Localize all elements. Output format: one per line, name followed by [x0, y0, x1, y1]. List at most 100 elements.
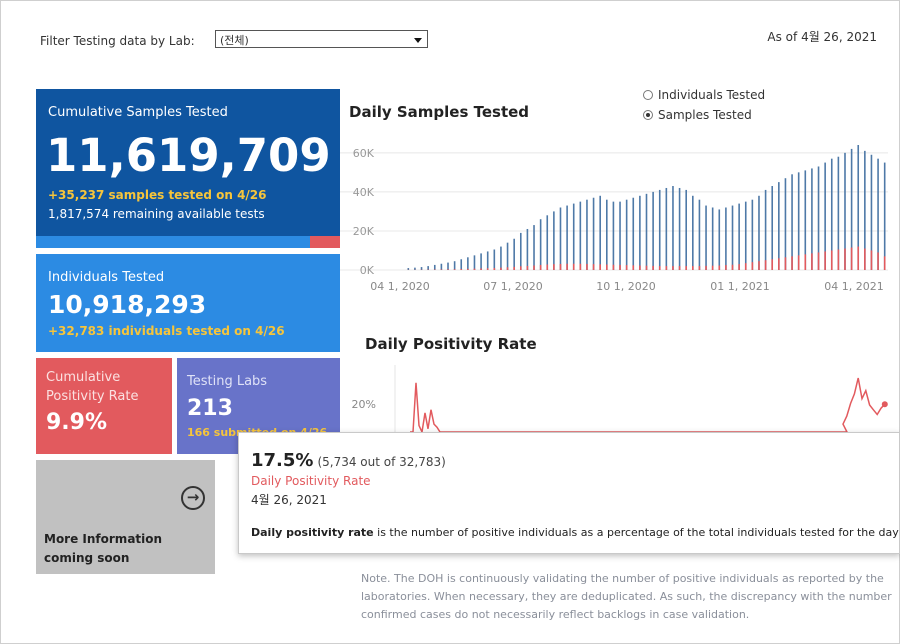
x-tick-label: 07 1, 2020	[483, 280, 542, 293]
samples-bar	[711, 207, 714, 270]
positive-bar	[447, 269, 449, 270]
positive-bar	[553, 264, 555, 270]
positive-bar	[692, 266, 694, 270]
tooltip-desc-bold: Daily positivity rate	[251, 526, 374, 539]
tooltip-count: (5,734 out of 32,783)	[317, 455, 446, 469]
radio-off-icon	[643, 90, 653, 100]
positive-bar	[824, 251, 826, 270]
highlight-point	[881, 401, 888, 408]
samples-bar	[692, 195, 694, 270]
positive-bar	[506, 267, 509, 270]
samples-bar	[725, 207, 727, 270]
positive-bar	[658, 266, 661, 270]
samples-bar	[804, 170, 807, 270]
more-info-line-1: More Information	[44, 532, 163, 546]
samples-bar	[486, 251, 489, 270]
card-line-2: 1,817,574 remaining available tests	[48, 207, 265, 221]
positive-bar	[685, 266, 687, 270]
samples-bar	[519, 232, 522, 270]
as-of-date: As of 4월 26, 2021	[767, 30, 877, 44]
card-value: 9.9%	[46, 410, 108, 435]
samples-bar	[744, 201, 747, 270]
positive-bar	[711, 265, 714, 270]
daily-positivity-chart[interactable]: 20%	[340, 360, 896, 435]
positive-bar	[751, 262, 754, 270]
samples-bar	[857, 145, 860, 270]
more-information-card[interactable]: → More Information coming soon	[36, 460, 215, 574]
positive-bar	[579, 263, 582, 270]
positive-bar	[500, 267, 502, 270]
tooltip-percentage: 17.5% (5,734 out of 32,783)	[251, 450, 446, 471]
individuals-tested-card[interactable]: Individuals Tested 10,918,293 +32,783 in…	[36, 254, 340, 352]
samples-bar	[420, 267, 423, 270]
samples-bar	[797, 172, 800, 270]
samples-bar	[672, 186, 674, 270]
samples-bar	[500, 246, 502, 270]
cumulative-samples-card[interactable]: Cumulative Samples Tested 11,619,709 +35…	[36, 89, 340, 248]
positive-bar	[744, 263, 747, 270]
samples-bar	[751, 199, 754, 270]
samples-bar	[579, 201, 582, 270]
y-tick-label: 20K	[353, 225, 375, 238]
samples-bar	[539, 219, 542, 270]
positive-bar	[850, 247, 853, 270]
samples-bar	[817, 166, 820, 270]
tooltip-pct-value: 17.5%	[251, 450, 314, 471]
positive-bar	[811, 253, 813, 270]
positive-bar	[725, 265, 727, 270]
positive-bar	[606, 264, 608, 270]
positive-bar	[678, 266, 681, 270]
daily-samples-title: Daily Samples Tested	[349, 103, 530, 121]
positive-bar	[844, 248, 846, 270]
tests-used-fill	[36, 236, 310, 248]
samples-bar	[758, 195, 760, 270]
positivity-rate-card[interactable]: Cumulative Positivity Rate 9.9%	[36, 358, 172, 454]
positive-bar	[460, 269, 463, 270]
positive-bar	[493, 268, 496, 270]
positive-bar	[599, 264, 601, 270]
samples-bar	[844, 152, 846, 270]
positive-bar	[758, 261, 760, 270]
samples-bar	[830, 158, 833, 270]
daily-samples-chart[interactable]: 60K 40K 20K 0K 04 1, 2020 07 1, 2020 10 1, 202…	[340, 140, 896, 300]
samples-bar	[850, 148, 853, 270]
positive-bar	[625, 265, 628, 270]
positive-bar	[817, 252, 820, 270]
card-value: 213	[187, 396, 233, 421]
card-title: Cumulative Samples Tested	[48, 105, 228, 120]
samples-bar	[427, 266, 429, 270]
samples-bar	[506, 242, 509, 270]
card-title: Testing Labs	[187, 374, 268, 389]
samples-bar	[526, 228, 529, 270]
samples-bar	[632, 197, 635, 270]
samples-bar	[513, 238, 515, 270]
positive-bar	[870, 250, 873, 270]
positive-bar	[486, 268, 489, 270]
samples-bar	[784, 178, 787, 270]
y-tick-label: 40K	[353, 186, 375, 199]
samples-bar	[599, 195, 601, 270]
samples-bar	[698, 199, 701, 270]
positive-bar	[771, 259, 774, 270]
positivity-tooltip: 17.5% (5,734 out of 32,783) Daily Positiv…	[238, 432, 900, 554]
samples-bar	[639, 195, 641, 270]
positive-bar	[519, 266, 522, 270]
arrow-right-circle-icon[interactable]: →	[181, 486, 205, 510]
card-line-1: +35,237 samples tested on 4/26	[48, 188, 267, 202]
positive-bar	[619, 264, 621, 270]
tests-used-bar	[36, 236, 340, 248]
samples-bar	[572, 203, 575, 270]
positive-bar	[672, 266, 674, 270]
toggle-samples-tested[interactable]: Samples Tested	[643, 108, 752, 122]
positive-bar	[632, 265, 635, 270]
toggle-individuals-tested[interactable]: Individuals Tested	[643, 88, 765, 102]
samples-bar	[433, 264, 436, 270]
samples-bar	[586, 199, 588, 270]
lab-filter-dropdown[interactable]: (전체)	[215, 30, 428, 48]
card-title-line-2: Positivity Rate	[46, 389, 139, 404]
positive-bar	[572, 263, 575, 270]
dropdown-arrow-icon	[414, 38, 422, 43]
positive-bar	[791, 256, 793, 270]
positive-bar	[533, 265, 535, 270]
samples-bar	[533, 225, 535, 270]
